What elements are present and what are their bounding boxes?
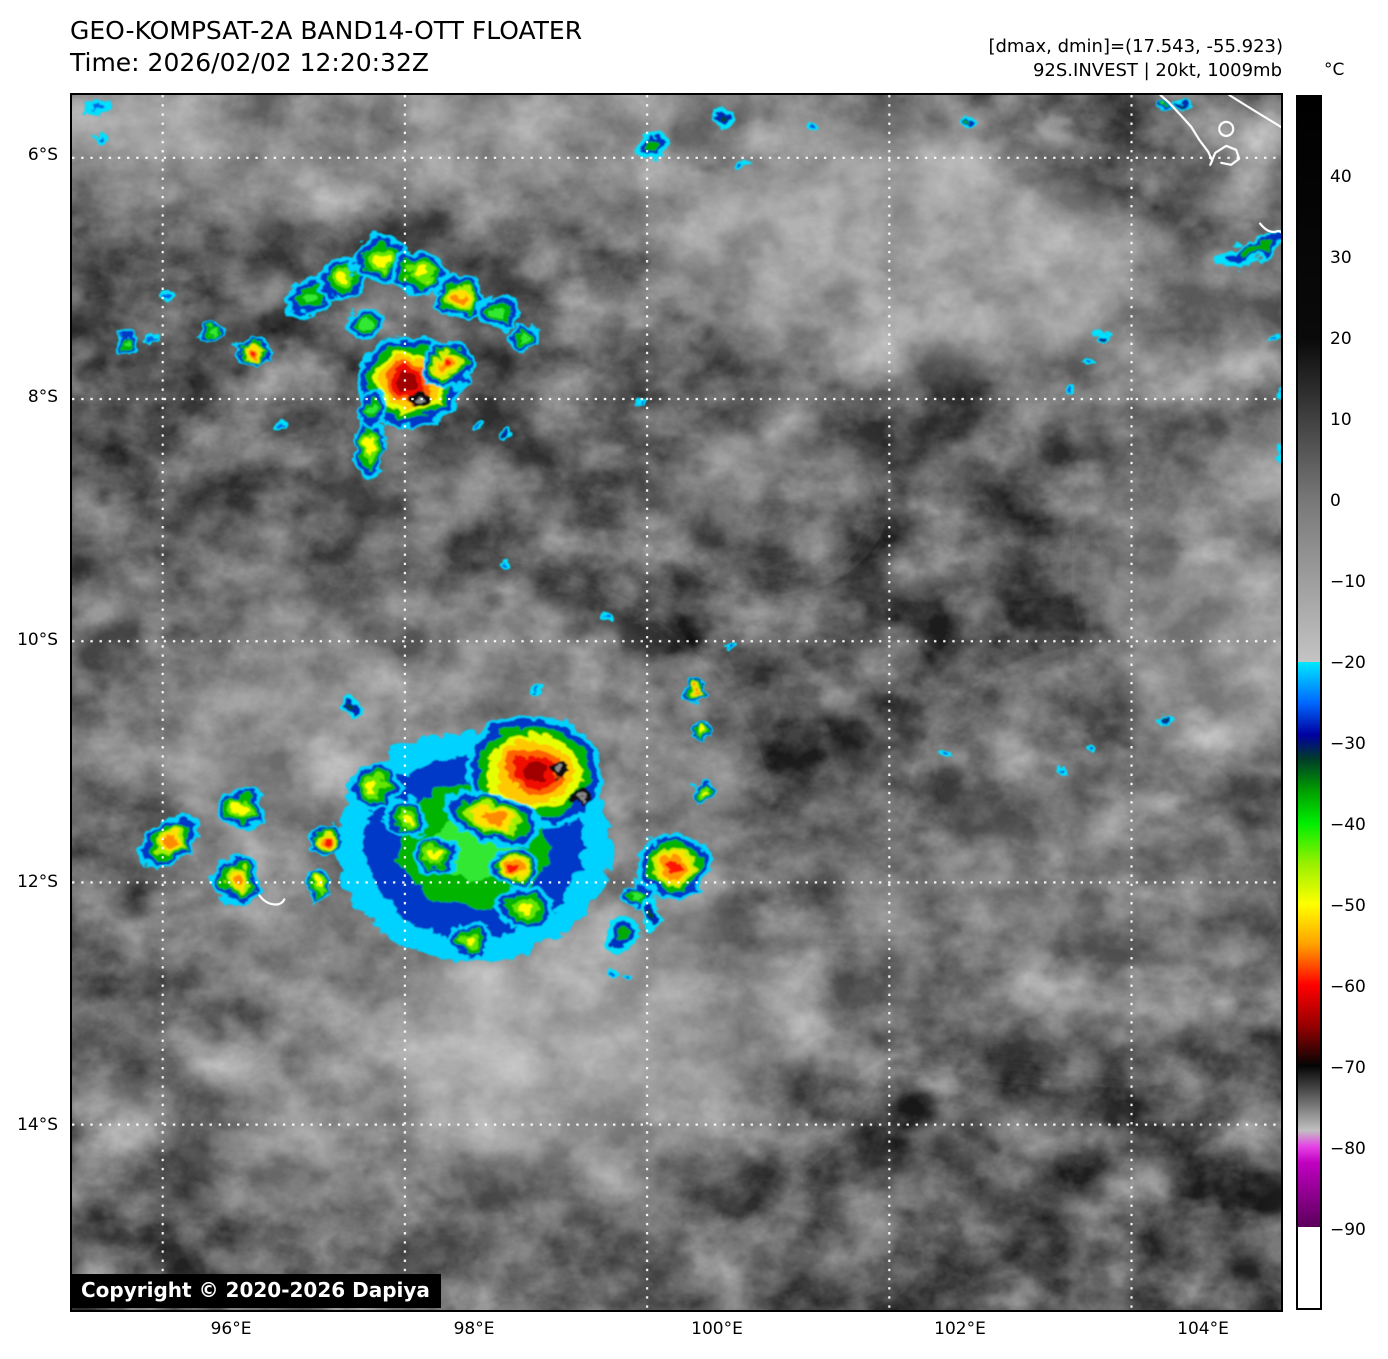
timestamp-label: Time: 2026/02/02 12:20:32Z — [70, 48, 429, 77]
lat-tick-label: 10°S — [17, 630, 58, 650]
lon-tick-label: 102°E — [934, 1319, 986, 1339]
grid-lines — [72, 95, 1281, 1310]
colorbar-tick-label: 20 — [1330, 329, 1352, 349]
colorbar-tick-label: −20 — [1330, 653, 1366, 673]
colorbar-tick-label: 30 — [1330, 248, 1352, 268]
copyright-badge: Copyright © 2020-2026 Dapiya — [72, 1274, 441, 1308]
colorbar-tick-label: 0 — [1330, 491, 1341, 511]
product-title: GEO-KOMPSAT-2A BAND14-OTT FLOATER — [70, 16, 583, 45]
lon-tick-label: 100°E — [691, 1319, 743, 1339]
temperature-colorbar — [1296, 95, 1322, 1310]
storm-system-label: 92S.INVEST | 20kt, 1009mb — [1032, 60, 1282, 81]
storm-cells — [77, 95, 1281, 981]
lon-tick-label: 104°E — [1177, 1319, 1229, 1339]
lat-tick-label: 8°S — [27, 387, 58, 407]
colorbar-tick-label: 40 — [1330, 167, 1352, 187]
lon-tick-label: 96°E — [210, 1319, 252, 1339]
colorbar-tick-label: −40 — [1330, 815, 1366, 835]
cloud-texture — [72, 95, 1281, 1310]
lat-tick-label: 14°S — [17, 1115, 58, 1135]
colorbar-tick-label: 10 — [1330, 410, 1352, 430]
satellite-map-panel: Copyright © 2020-2026 Dapiya — [70, 93, 1283, 1312]
lat-tick-label: 6°S — [27, 145, 58, 165]
lat-tick-label: 12°S — [17, 872, 58, 892]
colorbar-tick-label: −50 — [1330, 896, 1366, 916]
colorbar-tick-label: −10 — [1330, 572, 1366, 592]
colorbar-tick-label: −30 — [1330, 734, 1366, 754]
colorbar-tick-label: −70 — [1330, 1058, 1366, 1078]
lon-tick-label: 98°E — [453, 1319, 495, 1339]
coastline — [258, 95, 1281, 906]
dmax-dmin-label: [dmax, dmin]=(17.543, -55.923) — [988, 36, 1283, 57]
colorbar-tick-label: −60 — [1330, 977, 1366, 997]
colorbar-unit-label: °C — [1324, 60, 1345, 80]
colorbar-tick-label: −90 — [1330, 1220, 1366, 1240]
colorbar-tick-label: −80 — [1330, 1139, 1366, 1159]
satellite-image — [72, 95, 1281, 1310]
